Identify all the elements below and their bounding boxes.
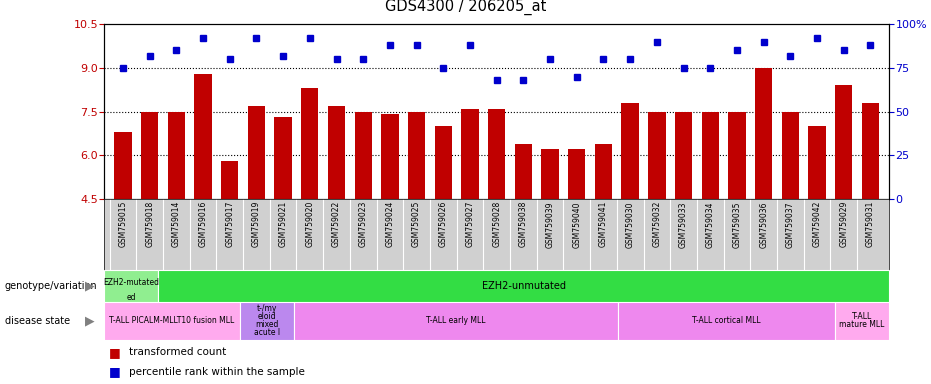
- Bar: [221, 161, 238, 199]
- Bar: [622, 103, 639, 199]
- Text: ■: ■: [109, 365, 121, 378]
- Text: GSM759016: GSM759016: [198, 201, 208, 247]
- Text: T-ALL cortical MLL: T-ALL cortical MLL: [693, 316, 761, 325]
- Bar: [835, 302, 889, 340]
- Text: GSM759017: GSM759017: [225, 201, 235, 247]
- Text: GDS4300 / 206205_at: GDS4300 / 206205_at: [385, 0, 546, 15]
- Bar: [755, 68, 773, 199]
- Bar: [141, 112, 158, 199]
- Bar: [381, 114, 398, 199]
- Bar: [239, 302, 293, 340]
- Bar: [275, 118, 291, 199]
- Text: T-ALL PICALM-MLLT10 fusion MLL: T-ALL PICALM-MLLT10 fusion MLL: [109, 316, 235, 325]
- Text: GSM759037: GSM759037: [786, 201, 795, 248]
- Bar: [728, 112, 746, 199]
- Bar: [248, 106, 265, 199]
- Text: GSM759015: GSM759015: [118, 201, 128, 247]
- Bar: [702, 112, 719, 199]
- Bar: [104, 302, 239, 340]
- Bar: [301, 88, 318, 199]
- Text: T-ALL
mature MLL: T-ALL mature MLL: [840, 312, 884, 329]
- Text: GSM759036: GSM759036: [759, 201, 768, 248]
- Text: GSM759014: GSM759014: [172, 201, 181, 247]
- Text: GSM759030: GSM759030: [626, 201, 635, 248]
- Text: GSM759020: GSM759020: [305, 201, 315, 247]
- Text: GSM759024: GSM759024: [385, 201, 395, 247]
- Bar: [104, 270, 158, 302]
- Text: GSM759018: GSM759018: [145, 201, 155, 247]
- Bar: [408, 112, 425, 199]
- Text: EZH2-mutated: EZH2-mutated: [103, 278, 159, 287]
- Bar: [515, 144, 532, 199]
- Text: GSM759021: GSM759021: [278, 201, 288, 247]
- Bar: [462, 109, 479, 199]
- Text: t-/my
eloid
mixed
acute l: t-/my eloid mixed acute l: [253, 305, 279, 337]
- Bar: [542, 149, 559, 199]
- Text: GSM759029: GSM759029: [839, 201, 848, 247]
- Text: GSM759026: GSM759026: [439, 201, 448, 247]
- Bar: [293, 302, 618, 340]
- Bar: [355, 112, 371, 199]
- Text: GSM759028: GSM759028: [492, 201, 501, 247]
- Bar: [195, 74, 211, 199]
- Text: ed: ed: [127, 293, 136, 301]
- Text: EZH2-unmutated: EZH2-unmutated: [481, 281, 566, 291]
- Text: GSM759033: GSM759033: [679, 201, 688, 248]
- Text: GSM759041: GSM759041: [599, 201, 608, 247]
- Text: percentile rank within the sample: percentile rank within the sample: [129, 367, 305, 377]
- Bar: [835, 85, 853, 199]
- Text: GSM759027: GSM759027: [466, 201, 475, 247]
- Bar: [618, 302, 835, 340]
- Text: transformed count: transformed count: [129, 347, 226, 357]
- Text: GSM759042: GSM759042: [813, 201, 821, 247]
- Text: ▶: ▶: [86, 314, 95, 327]
- Text: ■: ■: [109, 346, 121, 359]
- Bar: [568, 149, 586, 199]
- Text: GSM759039: GSM759039: [546, 201, 555, 248]
- Text: disease state: disease state: [5, 316, 70, 326]
- Text: genotype/variation: genotype/variation: [5, 281, 97, 291]
- Text: GSM759035: GSM759035: [733, 201, 741, 248]
- Text: GSM759038: GSM759038: [519, 201, 528, 247]
- Bar: [862, 103, 879, 199]
- Bar: [488, 109, 506, 199]
- Text: GSM759019: GSM759019: [252, 201, 261, 247]
- Bar: [675, 112, 693, 199]
- Text: GSM759034: GSM759034: [706, 201, 715, 248]
- Text: GSM759025: GSM759025: [412, 201, 421, 247]
- Bar: [168, 112, 185, 199]
- Text: GSM759040: GSM759040: [573, 201, 581, 248]
- Text: GSM759023: GSM759023: [358, 201, 368, 247]
- Text: ▶: ▶: [86, 280, 95, 292]
- Bar: [648, 112, 666, 199]
- Bar: [808, 126, 826, 199]
- Bar: [595, 144, 613, 199]
- Bar: [328, 106, 345, 199]
- Bar: [115, 132, 131, 199]
- Text: GSM759032: GSM759032: [653, 201, 661, 247]
- Bar: [782, 112, 799, 199]
- Bar: [435, 126, 452, 199]
- Text: GSM759031: GSM759031: [866, 201, 875, 247]
- Text: GSM759022: GSM759022: [332, 201, 341, 247]
- Text: T-ALL early MLL: T-ALL early MLL: [426, 316, 486, 325]
